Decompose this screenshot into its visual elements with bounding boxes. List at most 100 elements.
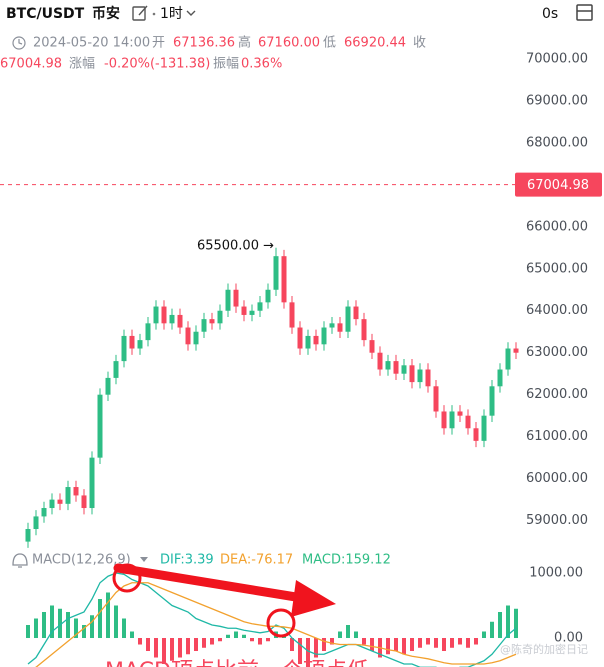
candle-body [353, 306, 359, 320]
candle-body [241, 306, 247, 315]
candle-body [297, 327, 303, 349]
candle-body [81, 495, 87, 509]
candle-body [329, 323, 335, 328]
candle-body [33, 516, 39, 530]
open-value: 67136.36 [173, 36, 235, 51]
candle-body [97, 394, 103, 458]
y-tick-label: 60000.00 [526, 471, 588, 486]
macd-bar [298, 638, 302, 665]
legend-entry: MACD:159.12 [302, 553, 391, 568]
candle-body [225, 289, 231, 311]
symbol[interactable]: BTC/USDT [6, 6, 85, 22]
candle-body [105, 377, 111, 395]
candle-body [193, 331, 199, 345]
candle-body [361, 319, 367, 341]
candle-body [433, 386, 439, 412]
macd-bar [178, 638, 182, 658]
candle-body [161, 306, 167, 324]
candle-body [185, 327, 191, 345]
y-tick-label: 0.00 [554, 631, 583, 646]
candle-body [321, 327, 327, 345]
price-panel: 59000.00 60000.00 61000.00 62000.00 63000.00… [0, 51, 602, 548]
clock-icon [12, 36, 26, 50]
macd-bar [306, 638, 310, 667]
last-price-box [515, 172, 602, 197]
macd-bar [474, 638, 478, 645]
macd-bar [322, 638, 326, 652]
candle-body [41, 508, 47, 517]
candle-body [425, 369, 431, 387]
candle-body [489, 386, 495, 416]
candle-body [233, 289, 239, 307]
macd-plot [26, 572, 518, 667]
macd-bar [338, 631, 342, 639]
macd-bar [74, 618, 78, 639]
candle-body [313, 335, 319, 345]
macd-bar [82, 625, 86, 639]
macd-bar [458, 638, 462, 645]
last-price-label: 67004.98 [527, 178, 589, 193]
peak-label: 65500.00 → [197, 238, 274, 253]
macd-bar [314, 638, 318, 658]
amplitude-value: 0.36% [241, 57, 282, 72]
candle-body [89, 457, 95, 509]
macd-bar [162, 638, 166, 665]
legend-entry: DIF:3.39 [160, 553, 214, 568]
candle-body [409, 365, 415, 383]
candle-body [345, 306, 351, 332]
change-label: 涨幅 [69, 57, 95, 72]
macd-bar [154, 638, 158, 658]
candle-body [129, 335, 135, 349]
countdown: 0s [542, 6, 558, 22]
candle-body [337, 323, 343, 332]
edit-icon[interactable] [132, 5, 148, 21]
macd-bar [218, 638, 222, 642]
interval[interactable]: 1时 [160, 6, 183, 22]
macd-line [27, 572, 517, 667]
macd-bar [410, 638, 414, 652]
candle-body [153, 306, 159, 324]
candle-body [169, 314, 175, 324]
candle-body [513, 348, 519, 353]
macd-bar [346, 625, 350, 639]
macd-bar [122, 618, 126, 639]
macd-bar [50, 605, 54, 639]
candle-body [145, 323, 151, 341]
macd-bar [226, 634, 230, 639]
macd-bar [98, 599, 102, 639]
candle-body [57, 499, 63, 504]
candle-body [441, 411, 447, 429]
macd-bar [506, 605, 510, 639]
candle-body [305, 335, 311, 349]
macd-bar [210, 638, 214, 645]
macd-bar [450, 638, 454, 648]
macd-bar [194, 638, 198, 652]
y-tick-label: 1000.00 [529, 566, 583, 581]
y-tick-label: 66000.00 [526, 219, 588, 234]
macd-bar [442, 638, 446, 652]
candle-body [113, 361, 119, 378]
candle-body [177, 314, 183, 328]
macd-bar [186, 638, 190, 655]
y-tick-label: 61000.00 [526, 429, 588, 444]
interval-chevron[interactable] [186, 10, 196, 16]
macd-bar [138, 638, 142, 645]
candle-body [121, 335, 127, 362]
macd-bar [426, 638, 430, 645]
high-label: 高 [238, 35, 251, 51]
macd-bar [394, 638, 398, 652]
macd-bar [490, 621, 494, 639]
amplitude-label: 振幅 [213, 57, 239, 72]
macd-bar [266, 638, 270, 642]
macd-bar [330, 638, 334, 645]
macd-bar [498, 612, 502, 639]
close-value: 67004.98 [0, 57, 62, 72]
y-tick-label: 68000.00 [526, 135, 588, 150]
candle-body [289, 302, 295, 328]
macd-bar [130, 631, 134, 639]
fullscreen-icon[interactable] [576, 4, 593, 21]
candle-body [473, 428, 479, 441]
macd-panel: MACD(12,26,9) DIF:3.39 DEA:-76.17 MACD:159.… [12, 553, 583, 667]
candle-body [497, 369, 503, 387]
annotation-text: MACD顶点比前一个顶点低 [105, 659, 369, 667]
